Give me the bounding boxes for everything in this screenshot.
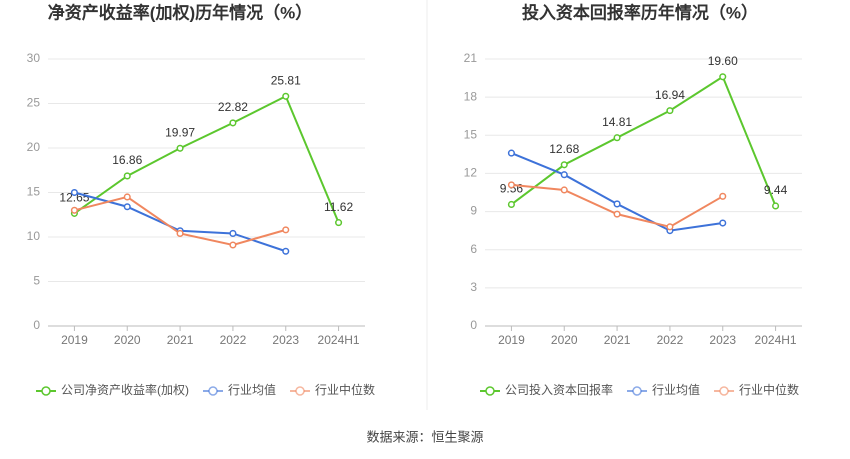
x-tick-label: 2023 [272, 333, 299, 347]
data-point [613, 210, 621, 218]
legend-label: 行业中位数 [315, 382, 375, 397]
y-tick-label: 3 [470, 280, 477, 294]
y-tick-label: 0 [33, 318, 40, 332]
data-point [123, 203, 131, 211]
data-point [772, 202, 780, 210]
x-tick-label: 2019 [498, 333, 525, 347]
x-tick-label: 2023 [709, 333, 736, 347]
data-label: 11.62 [324, 200, 353, 214]
legend-label: 行业均值 [228, 382, 276, 397]
data-label: 19.97 [165, 125, 195, 139]
x-tick-label: 2021 [604, 333, 631, 347]
data-label: 9.44 [764, 183, 788, 197]
y-tick-label: 5 [33, 274, 40, 288]
data-label: 16.94 [655, 88, 685, 102]
data-point [560, 161, 568, 169]
data-label: 12.68 [549, 142, 579, 156]
x-tick-label: 2020 [114, 333, 141, 347]
x-tick-label: 2024H1 [755, 333, 797, 347]
data-label: 25.81 [271, 73, 301, 87]
x-tick-label: 2024H1 [318, 333, 360, 347]
data-point [507, 181, 515, 189]
legend-label: 公司投入资本回报率 [505, 382, 613, 397]
x-tick-label: 2021 [167, 333, 194, 347]
data-point [229, 241, 237, 249]
legend-marker [295, 386, 305, 396]
x-tick-label: 2020 [551, 333, 578, 347]
y-tick-label: 30 [27, 51, 41, 65]
y-tick-label: 0 [470, 318, 477, 332]
data-label: 22.82 [218, 100, 248, 114]
data-point [282, 226, 290, 234]
data-point [507, 149, 515, 157]
data-point [176, 144, 184, 152]
y-tick-label: 12 [464, 166, 478, 180]
data-point [719, 192, 727, 200]
y-tick-label: 9 [470, 204, 477, 218]
chart-title: 投入资本回报率历年情况（%） [522, 2, 758, 22]
legend-label: 公司净资产收益率(加权) [61, 382, 189, 397]
series-line [73, 94, 340, 223]
data-point [719, 219, 727, 227]
data-point [719, 73, 727, 81]
series-line [511, 152, 723, 232]
y-tick-label: 20 [27, 140, 41, 154]
x-tick-label: 2022 [220, 333, 247, 347]
data-label: 16.86 [112, 153, 142, 167]
y-tick-label: 21 [464, 51, 478, 65]
y-tick-label: 10 [27, 229, 41, 243]
chart-title: 净资产收益率(加权)历年情况（%） [48, 2, 312, 22]
data-point [282, 92, 290, 100]
legend-label: 行业均值 [652, 382, 700, 397]
y-tick-label: 25 [27, 96, 41, 110]
data-point [560, 171, 568, 179]
data-point [123, 193, 131, 201]
legend-marker [632, 386, 642, 396]
x-tick-label: 2019 [61, 333, 88, 347]
data-point [123, 172, 131, 180]
data-point [282, 247, 290, 255]
data-point [666, 107, 674, 115]
legend-marker [41, 386, 51, 396]
legend-label: 行业中位数 [739, 382, 799, 397]
legend-marker [208, 386, 218, 396]
x-tick-label: 2022 [657, 333, 684, 347]
series-line [74, 195, 287, 247]
legend-marker [485, 386, 495, 396]
data-point [613, 200, 621, 208]
legend-marker [719, 386, 729, 396]
y-tick-label: 15 [27, 185, 41, 199]
data-label: 14.81 [602, 115, 632, 129]
data-point [507, 200, 515, 209]
data-point [666, 223, 674, 231]
y-tick-label: 18 [464, 89, 478, 103]
data-point [335, 219, 343, 227]
data-point [229, 229, 237, 237]
y-tick-label: 15 [464, 127, 478, 141]
data-point [613, 134, 621, 142]
data-point [560, 186, 568, 194]
data-label: 19.60 [708, 54, 738, 68]
source-note: 数据来源：恒生聚源 [366, 429, 483, 444]
data-point [229, 119, 237, 127]
data-point [70, 206, 78, 214]
data-point [176, 229, 184, 237]
data-point [70, 188, 78, 197]
y-tick-label: 6 [470, 242, 477, 256]
